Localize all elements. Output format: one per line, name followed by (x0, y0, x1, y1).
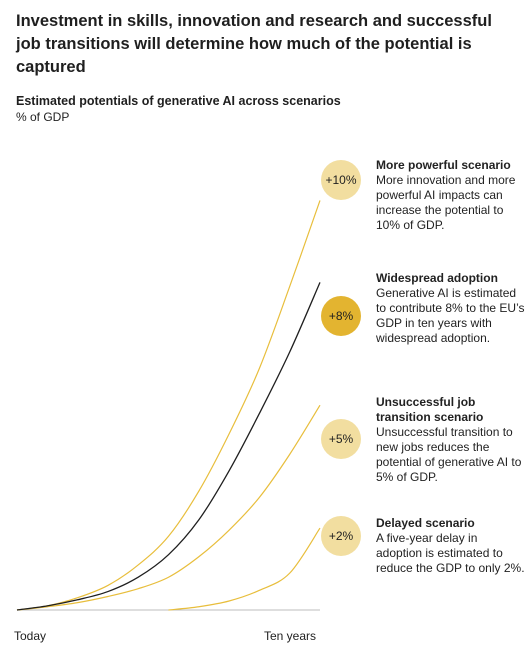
scenario-delayed: Delayed scenario A five-year delay in ad… (376, 516, 526, 576)
series-line-widespread-adoption (16, 282, 321, 611)
x-tick-label-today: Today (14, 629, 47, 643)
headline: Investment in skills, innovation and res… (16, 12, 492, 76)
series-line-more-powerful-scenario (16, 200, 321, 611)
chart-unit: % of GDP (16, 110, 70, 124)
series-line-unsuccessful-job-transition-scenario (16, 404, 321, 611)
scenario-description: More innovation and more powerful AI imp… (376, 173, 516, 232)
scenario-unsuccessful-transition: Unsuccessful job transition scenario Uns… (376, 395, 526, 485)
scenario-title: More powerful scenario (376, 158, 511, 172)
series-line-delayed-scenario (168, 527, 321, 611)
scenario-widespread-adoption: Widespread adoption Generative AI is est… (376, 271, 526, 346)
scenario-title: Unsuccessful job transition scenario (376, 395, 484, 424)
scenario-title: Widespread adoption (376, 271, 498, 285)
x-tick-label-ten-years: Ten years (264, 629, 317, 643)
scenario-description: A five-year delay in adoption is estimat… (376, 531, 525, 575)
scenario-badge-widespread: +8% (321, 296, 361, 336)
chart-title: Estimated potentials of generative AI ac… (16, 94, 341, 108)
scenario-badge-more-powerful: +10% (321, 160, 361, 200)
scenario-description: Unsuccessful transition to new jobs redu… (376, 425, 522, 484)
scenario-description: Generative AI is estimated to contribute… (376, 286, 525, 345)
scenario-badge-unsuccessful: +5% (321, 419, 361, 459)
scenario-more-powerful: More powerful scenario More innovation a… (376, 158, 526, 233)
scenario-title: Delayed scenario (376, 516, 475, 530)
scenario-badge-delayed: +2% (321, 516, 361, 556)
